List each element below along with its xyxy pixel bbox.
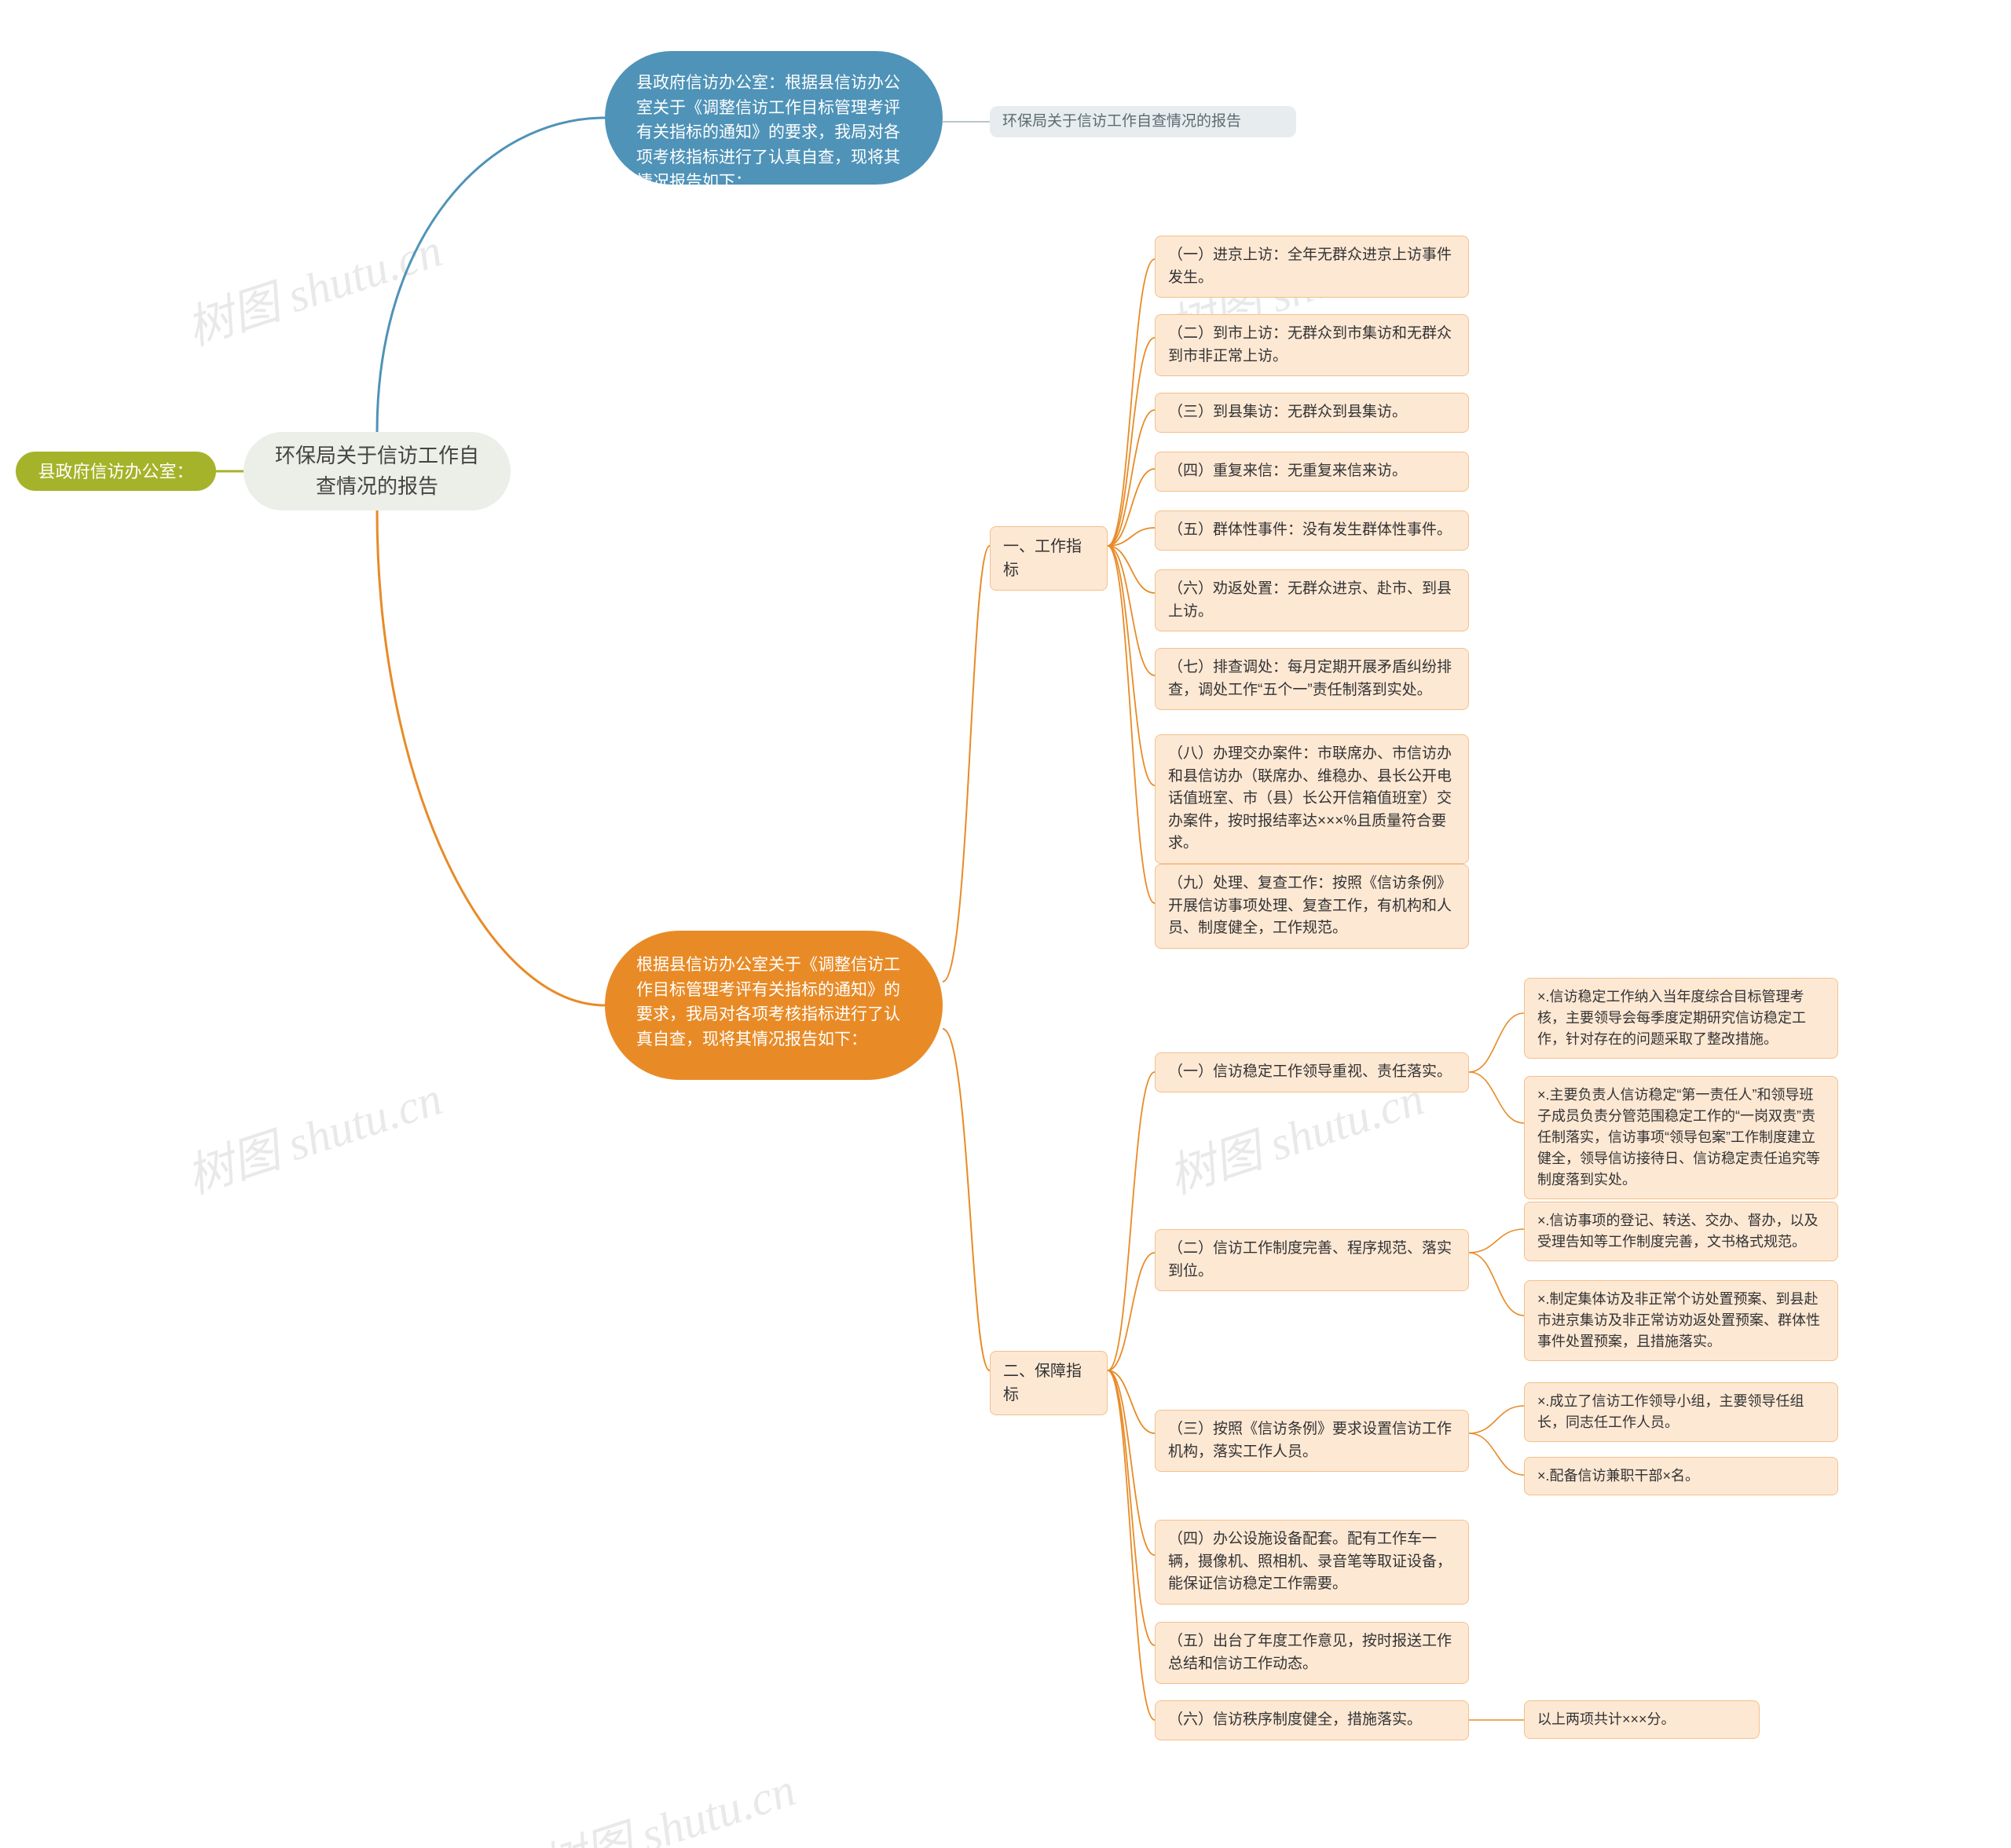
leaf-node[interactable]: （六）劝返处置：无群众进京、赴市、到县上访。 bbox=[1155, 569, 1469, 631]
leaf-node[interactable]: （二）到市上访：无群众到市集访和无群众到市非正常上访。 bbox=[1155, 314, 1469, 376]
subleaf-node[interactable]: ×.配备信访兼职干部×名。 bbox=[1524, 1457, 1838, 1495]
leaf-node[interactable]: （五）群体性事件：没有发生群体性事件。 bbox=[1155, 510, 1469, 551]
leaf-node[interactable]: （二）信访工作制度完善、程序规范、落实到位。 bbox=[1155, 1229, 1469, 1291]
leaf-node[interactable]: （五）出台了年度工作意见，按时报送工作总结和信访工作动态。 bbox=[1155, 1622, 1469, 1684]
watermark: 树图 shutu.cn bbox=[177, 212, 449, 359]
leaf-node[interactable]: （一）进京上访：全年无群众进京上访事件发生。 bbox=[1155, 236, 1469, 298]
subleaf-node[interactable]: ×.信访事项的登记、转送、交办、督办，以及受理告知等工作制度完善，文书格式规范。 bbox=[1524, 1202, 1838, 1261]
subleaf-node[interactable]: 以上两项共计×××分。 bbox=[1524, 1700, 1760, 1739]
subleaf-node[interactable]: ×.成立了信访工作领导小组，主要领导任组长，同志任工作人员。 bbox=[1524, 1382, 1838, 1442]
leaf-node[interactable]: （九）处理、复查工作：按照《信访条例》开展信访事项处理、复查工作，有机构和人员、… bbox=[1155, 864, 1469, 949]
orange-branch-node[interactable]: 根据县信访办公室关于《调整信访工作目标管理考评有关指标的通知》的要求，我局对各项… bbox=[605, 931, 943, 1080]
edge-layer bbox=[0, 0, 2011, 1848]
watermark: 树图 shutu.cn bbox=[530, 1751, 803, 1848]
subleaf-node[interactable]: ×.信访稳定工作纳入当年度综合目标管理考核，主要领导会每季度定期研究信访稳定工作… bbox=[1524, 978, 1838, 1059]
leaf-node[interactable]: （四）重复来信：无重复来信来访。 bbox=[1155, 452, 1469, 492]
left-olive-node[interactable]: 县政府信访办公室： bbox=[16, 452, 216, 491]
leaf-node[interactable]: （六）信访秩序制度健全，措施落实。 bbox=[1155, 1700, 1469, 1740]
leaf-node[interactable]: （三）按照《信访条例》要求设置信访工作机构，落实工作人员。 bbox=[1155, 1410, 1469, 1472]
section1-node[interactable]: 一、工作指标 bbox=[990, 526, 1108, 591]
section2-node[interactable]: 二、保障指标 bbox=[990, 1351, 1108, 1415]
leaf-node[interactable]: （三）到县集访：无群众到县集访。 bbox=[1155, 393, 1469, 433]
mindmap-canvas: 树图 shutu.cn 树图 shutu.cn 树图 shutu.cn 树图 s… bbox=[0, 0, 2011, 1848]
subleaf-node[interactable]: ×.主要负责人信访稳定“第一责任人”和领导班子成员负责分管范围稳定工作的“一岗双… bbox=[1524, 1076, 1838, 1199]
leaf-node[interactable]: （四）办公设施设备配套。配有工作车一辆，摄像机、照相机、录音笔等取证设备，能保证… bbox=[1155, 1520, 1469, 1605]
leaf-node[interactable]: （七）排查调处：每月定期开展矛盾纠纷排查，调处工作“五个一”责任制落到实处。 bbox=[1155, 648, 1469, 710]
blue-branch-node[interactable]: 县政府信访办公室：根据县信访办公室关于《调整信访工作目标管理考评有关指标的通知》… bbox=[605, 51, 943, 185]
blue-leaf-node[interactable]: 环保局关于信访工作自查情况的报告 bbox=[990, 106, 1296, 137]
watermark: 树图 shutu.cn bbox=[177, 1060, 449, 1207]
leaf-node[interactable]: （八）办理交办案件：市联席办、市信访办和县信访办（联席办、维稳办、县长公开电话值… bbox=[1155, 734, 1469, 864]
root-node[interactable]: 环保局关于信访工作自查情况的报告 bbox=[244, 432, 511, 510]
subleaf-node[interactable]: ×.制定集体访及非正常个访处置预案、到县赴市进京集访及非正常访劝返处置预案、群体… bbox=[1524, 1280, 1838, 1361]
leaf-node[interactable]: （一）信访稳定工作领导重视、责任落实。 bbox=[1155, 1052, 1469, 1092]
